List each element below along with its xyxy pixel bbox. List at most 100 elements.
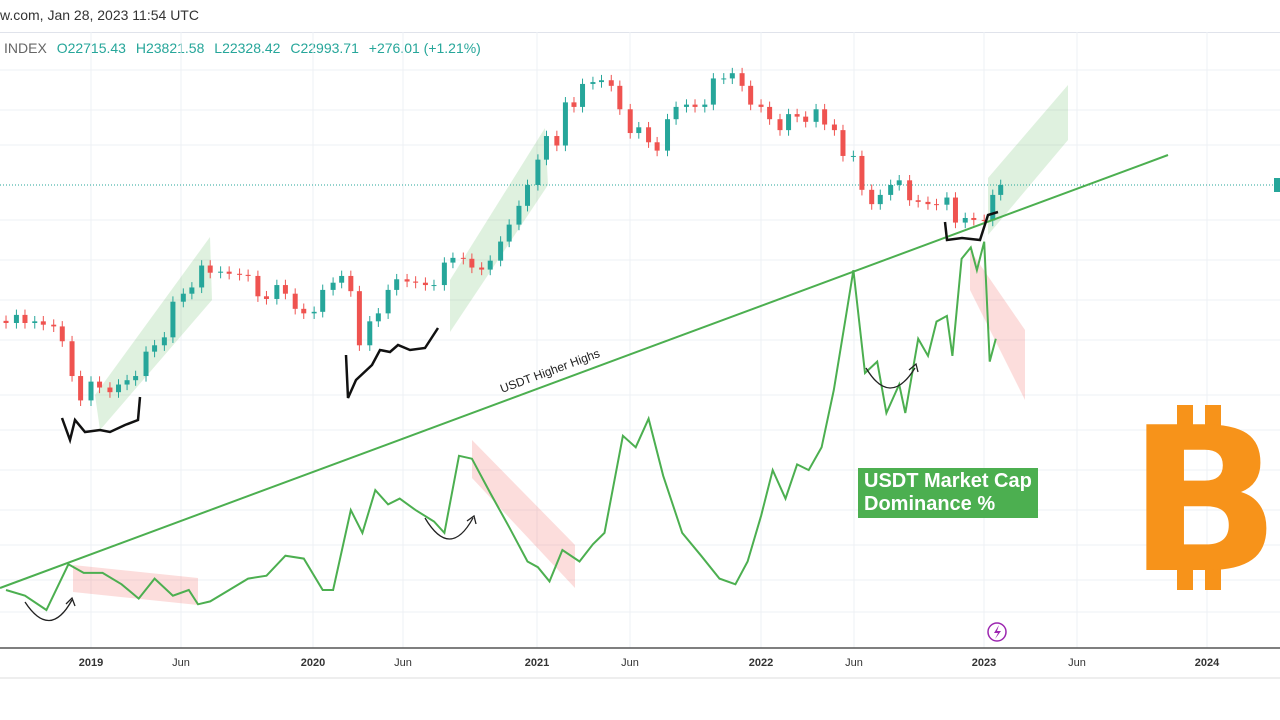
candle-body [627, 109, 633, 134]
candle-body [748, 85, 754, 105]
candle [683, 99, 689, 113]
candle-body [245, 274, 251, 276]
candle [32, 316, 38, 329]
candle-body [237, 273, 243, 275]
bull-channel [95, 237, 212, 430]
candle-body [339, 275, 345, 283]
candle-body [487, 260, 493, 270]
candle [962, 212, 968, 229]
candle [888, 179, 894, 201]
bull-channel [988, 85, 1068, 235]
candle-body [78, 376, 84, 401]
arrow-curves [24, 362, 919, 622]
candle [124, 374, 130, 391]
candle-body [116, 384, 122, 393]
candle-body [13, 314, 19, 323]
candle [571, 97, 577, 113]
candle [952, 192, 958, 229]
candle-body [580, 83, 586, 107]
candle-body [896, 180, 902, 185]
candle-body [859, 155, 865, 190]
candle-body [962, 217, 968, 223]
candle [320, 284, 326, 318]
candle [394, 273, 400, 296]
x-tick-label: Jun [621, 657, 639, 669]
candle [116, 379, 122, 398]
candle-body [51, 324, 57, 327]
candle [263, 290, 269, 305]
candle-body [721, 78, 727, 80]
candle [673, 101, 679, 125]
dominance-label: USDT Market Cap Dominance % [858, 468, 1038, 518]
x-tick-label: Jun [845, 657, 863, 669]
candle-body [498, 241, 504, 261]
dominance-label-line1: USDT Market Cap [864, 470, 1032, 492]
candle-body [516, 205, 522, 225]
candle-body [869, 189, 875, 205]
candle-body [794, 114, 800, 117]
candle [348, 270, 354, 297]
candle [207, 260, 213, 279]
usdt-higher-highs-trendline[interactable] [0, 154, 1169, 589]
candle-body [22, 314, 28, 323]
candle-body [506, 224, 512, 242]
candle [627, 103, 633, 139]
candle [51, 319, 57, 333]
candle [915, 194, 921, 208]
candle [367, 316, 373, 351]
candle-body [786, 114, 792, 131]
candle-body [850, 155, 856, 157]
candle [218, 266, 224, 279]
candle-body [981, 219, 987, 221]
candle-body [385, 289, 391, 314]
candle-body [525, 184, 531, 206]
candle [590, 76, 596, 90]
candle-body [888, 184, 894, 195]
candle-body [646, 127, 652, 143]
candle [161, 332, 167, 351]
candle [692, 99, 698, 113]
candle [729, 67, 735, 85]
candle-body [665, 119, 671, 151]
candle [498, 236, 504, 267]
candle [189, 282, 195, 300]
bear-channel [73, 565, 198, 605]
lightning-event-icon[interactable] [987, 622, 1007, 642]
candle [245, 269, 251, 282]
candle-body [431, 285, 437, 287]
candle [877, 189, 883, 210]
candle-body [40, 321, 46, 325]
candle-body [702, 104, 708, 107]
ohlc-legend: INDEX O22715.43 H23821.58 L22328.42 C229… [4, 40, 487, 56]
candle-body [124, 380, 130, 385]
candle-body [143, 351, 149, 377]
candle-body [608, 80, 614, 86]
bottom-curve [60, 396, 142, 445]
candle [40, 316, 46, 331]
bitcoin-logo: B [1128, 385, 1280, 618]
candle-body [301, 308, 307, 314]
candle [13, 309, 19, 329]
x-axis[interactable]: 2019 Jun 2020 Jun 2021 Jun 2022 Jun 2023 Jun 2024 [0, 647, 1280, 679]
candle [562, 97, 568, 152]
candle [665, 113, 671, 157]
candle-body [311, 311, 317, 314]
candle-body [88, 381, 94, 401]
candle-body [263, 296, 269, 299]
candle [78, 370, 84, 407]
candle-body [571, 102, 577, 107]
candle-body [617, 85, 623, 110]
candle-body [404, 279, 410, 282]
candle-body [422, 282, 428, 286]
candle [859, 150, 865, 196]
candle-body [907, 180, 913, 201]
candle-body [535, 159, 541, 185]
x-tick-label: Jun [1068, 657, 1086, 669]
candle-body [683, 104, 689, 107]
candles [3, 67, 1004, 407]
candle [385, 284, 391, 319]
candle-body [274, 285, 280, 299]
candle-body [590, 82, 596, 84]
curved-arrow-icon [424, 514, 477, 540]
